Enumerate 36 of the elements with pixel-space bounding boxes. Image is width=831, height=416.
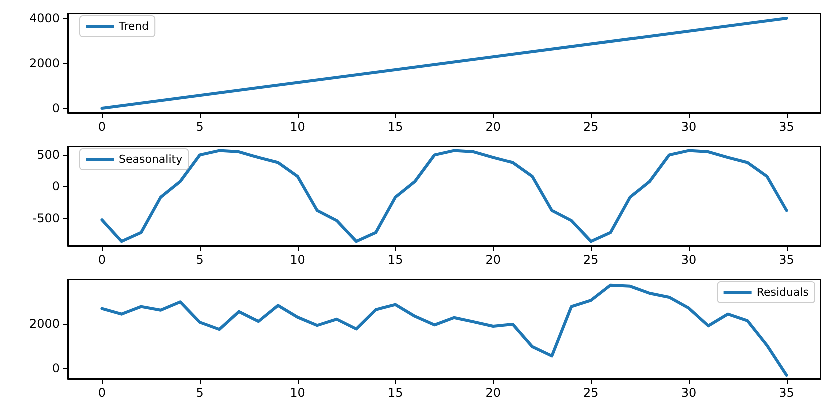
y-tick-label: -500 — [32, 211, 60, 226]
x-tick-label: 0 — [98, 253, 106, 267]
y-tick-label: 2000 — [29, 317, 60, 332]
x-tick-label: 0 — [98, 386, 106, 400]
x-tick-label: 20 — [486, 386, 502, 400]
x-tick-label: 25 — [584, 386, 599, 400]
x-tick-label: 30 — [681, 253, 697, 267]
x-tick-label: 5 — [196, 253, 204, 267]
line-series — [100, 149, 788, 244]
legend-label: Seasonality — [119, 153, 184, 166]
x-tick-label: 0 — [98, 120, 106, 134]
x-tick-label: 25 — [584, 120, 599, 134]
x-tick-label: 10 — [290, 120, 306, 134]
x-tick-label: 35 — [779, 253, 794, 267]
x-tick-label: 15 — [388, 253, 404, 267]
y-tick-label: 0 — [52, 361, 60, 376]
x-tick-label: 10 — [290, 253, 306, 267]
x-tick-label: 20 — [486, 253, 502, 267]
x-tick-label: 20 — [486, 120, 502, 134]
x-tick-label: 15 — [388, 386, 404, 400]
x-tick-label: 30 — [681, 386, 697, 400]
x-tick-label: 5 — [196, 120, 204, 134]
y-tick-label: 2000 — [29, 56, 60, 70]
y-tick-label: 0 — [52, 102, 60, 116]
y-tick-label: 500 — [37, 148, 60, 162]
x-tick-label: 35 — [779, 120, 794, 134]
x-tick-label: 15 — [388, 120, 404, 134]
legend-label: Residuals — [756, 286, 810, 299]
x-tick-label: 10 — [290, 386, 306, 400]
y-tick-label: 4000 — [29, 12, 60, 26]
x-tick-label: 25 — [584, 253, 599, 267]
x-tick-label: 30 — [681, 120, 697, 134]
y-tick-label: 0 — [52, 180, 60, 194]
legend-label: Trend — [118, 20, 150, 33]
x-tick-label: 35 — [779, 386, 794, 400]
x-tick-label: 5 — [196, 386, 204, 400]
